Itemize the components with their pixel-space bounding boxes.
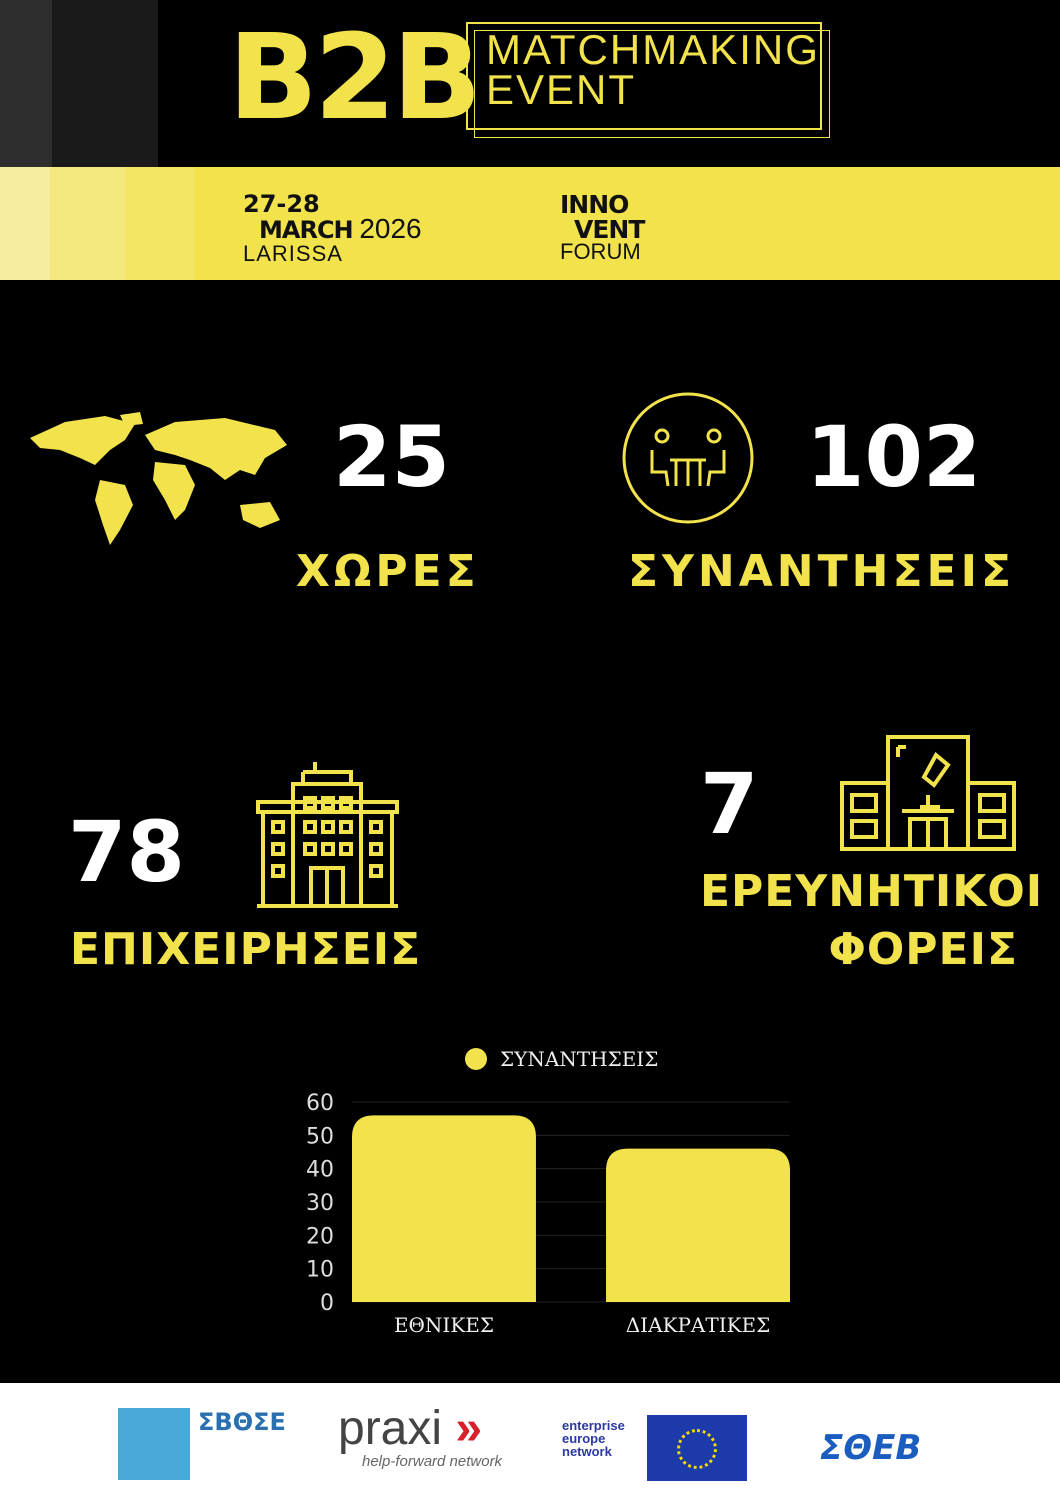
research-count: 7 — [700, 755, 759, 853]
date-month: MARCH — [259, 216, 354, 244]
companies-label: ΕΠΙΧΕΙΡΗΣΕΙΣ — [70, 924, 422, 975]
legend-swatch — [465, 1048, 487, 1070]
companies-count: 78 — [68, 803, 185, 901]
logo-line: INNO — [560, 190, 629, 219]
bar — [352, 1115, 536, 1302]
header — [0, 0, 1060, 167]
x-category-label: ΔΙΑΚΡΑΤΙΚΕΣ — [626, 1313, 771, 1337]
legend-label: ΣΥΝΑΝΤΗΣΕΙΣ — [500, 1047, 658, 1071]
countries-label: ΧΩΡΕΣ — [296, 546, 480, 597]
countries-count: 25 — [333, 408, 450, 506]
meetings-label: ΣΥΝΑΝΤΗΣΕΙΣ — [628, 546, 1015, 597]
research-label: ΕΡΕΥΝΗΤΙΚΟΙ ΦΟΡΕΙΣ — [700, 866, 1044, 975]
b2b-logo: B2B — [228, 8, 482, 146]
logo-line: FORUM — [560, 239, 641, 264]
logo-line: VENT — [574, 215, 645, 244]
date-year: 2026 — [359, 213, 422, 244]
meetings-bar-chart: ΣΥΝΑΝΤΗΣΕΙΣ 0 10 20 30 40 50 60 ΕΘΝΙΚΕΣ ΔΙΑΚΡΑΤΙ… — [306, 1047, 790, 1337]
meetings-count: 102 — [806, 408, 982, 506]
label-line: ΦΟΡΕΙΣ — [828, 924, 1018, 975]
sbthse-logo: ΣΒΘΣΕ — [118, 1408, 288, 1480]
label-line: ΕΡΕΥΝΗΤΙΚΟΙ — [700, 866, 1044, 917]
bar — [606, 1148, 790, 1302]
event-date: 27-28 MARCH 2026 LARISSA — [243, 190, 422, 266]
y-tick-label: 60 — [306, 1091, 334, 1116]
een-logo: enterprise europe network — [562, 1418, 625, 1459]
innovent-logo: INNO VENT FORUM — [560, 190, 645, 264]
title-frame — [474, 30, 830, 138]
title-line: EVENT — [486, 66, 637, 113]
y-tick-label: 10 — [306, 1258, 334, 1283]
title-frame — [466, 22, 822, 130]
office-building-icon — [256, 762, 399, 908]
title-line: MATCHMAKING — [486, 26, 820, 73]
praxi-tagline: help-forward network — [362, 1453, 503, 1470]
y-tick-label: 20 — [306, 1224, 334, 1249]
event-title: MATCHMAKING EVENT — [486, 26, 820, 113]
y-tick-label: 30 — [306, 1191, 334, 1216]
band-shade — [125, 167, 195, 280]
praxi-wordmark: praxi — [338, 1402, 443, 1455]
praxi-chevrons-icon: » — [455, 1402, 483, 1455]
band-shade — [50, 167, 125, 280]
world-map-icon — [30, 412, 287, 545]
y-tick-label: 50 — [306, 1124, 334, 1149]
y-tick-label: 0 — [320, 1291, 334, 1316]
eu-flag — [647, 1415, 747, 1481]
event-city: LARISSA — [243, 241, 343, 266]
header-shade — [52, 0, 158, 167]
sbthse-wordmark: ΣΒΘΣΕ — [198, 1408, 286, 1436]
y-tick-label: 40 — [306, 1158, 334, 1183]
research-lab-icon — [840, 735, 1016, 851]
x-category-label: ΕΘΝΙΚΕΣ — [394, 1313, 494, 1337]
stheb-logo: ΣΘΕΒ — [820, 1428, 922, 1468]
band-shade — [0, 167, 50, 280]
header-shade — [0, 0, 52, 167]
sponsor-footer: ΣΒΘΣΕ praxi » help-forward network enter… — [0, 1383, 1060, 1500]
meeting-icon — [622, 392, 754, 524]
praxi-logo: praxi » help-forward network — [338, 1402, 503, 1471]
date-days: 27-28 — [243, 190, 320, 218]
